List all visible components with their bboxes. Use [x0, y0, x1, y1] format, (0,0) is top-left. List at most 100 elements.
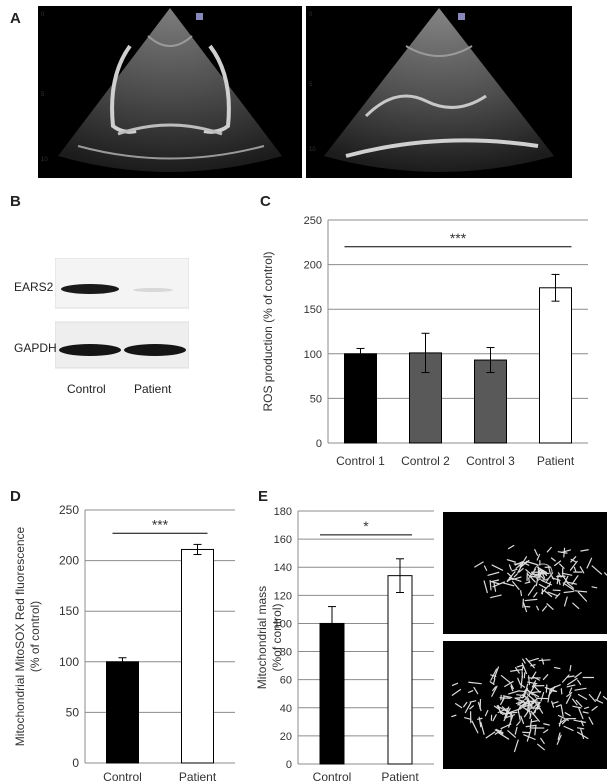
- mitochondrion-segment: [537, 566, 548, 574]
- mitochondrion-segment: [529, 713, 532, 719]
- blot-row-label-gapdh: GAPDH: [14, 341, 57, 355]
- mitochondrion-segment: [530, 720, 538, 723]
- mitochondrion-segment: [570, 558, 576, 563]
- x-category-label: Patient: [537, 454, 575, 468]
- mitochondrion-segment: [542, 605, 548, 612]
- mitochondrion-segment: [550, 557, 556, 562]
- mitochondrion-segment: [506, 571, 516, 582]
- mitochondrion-segment: [502, 695, 513, 699]
- mitochondrion-segment: [531, 698, 539, 706]
- svg-text:5: 5: [41, 92, 45, 98]
- mitochondrion-segment: [497, 705, 503, 715]
- mitochondrion-segment: [551, 700, 555, 708]
- mitochondrion-segment: [562, 582, 575, 591]
- panel-label-d: D: [10, 488, 21, 505]
- mitochondrion-segment: [518, 567, 524, 573]
- bar-control: [106, 661, 139, 764]
- significance-marker: ***: [152, 516, 169, 532]
- mitochondrion-segment: [508, 690, 520, 695]
- mitochondrion-segment: [595, 699, 604, 704]
- mitochondrion-segment: [530, 710, 540, 723]
- mitochondrion-segment: [578, 707, 584, 720]
- mitochondrion-segment: [566, 582, 574, 589]
- mitochondrion-segment: [510, 683, 514, 690]
- mitochondrion-segment: [516, 664, 523, 668]
- mitochondrion-segment: [468, 681, 482, 685]
- mitochondrion-segment: [519, 556, 528, 568]
- mitochondrion-segment: [562, 575, 569, 587]
- mitochondrion-segment: [483, 580, 488, 594]
- svg-text:10: 10: [41, 157, 48, 163]
- mitochondrion-segment: [517, 677, 522, 686]
- mitochondrion-segment: [566, 684, 576, 688]
- mitochondrion-segment: [492, 714, 497, 722]
- mitochondrion-segment: [534, 706, 538, 714]
- mitochondrion-segment: [522, 602, 528, 613]
- mitochondrion-segment: [489, 579, 492, 591]
- mitochondrion-segment: [514, 697, 527, 704]
- mitochondrion-segment: [554, 593, 561, 599]
- y-tick-label: 0: [316, 438, 322, 450]
- y-tick-label: 160: [274, 534, 292, 546]
- mitochondrion-segment: [506, 559, 517, 563]
- mitochondrion-segment: [513, 573, 518, 578]
- mitochondrion-segment: [537, 705, 544, 714]
- mitochondrion-segment: [520, 715, 525, 725]
- ultrasound-image-coronal: 0 5 10: [38, 6, 302, 178]
- bar-patient: [181, 548, 214, 764]
- mitochondrion-segment: [570, 556, 577, 563]
- mitochondrion-segment: [543, 590, 553, 598]
- mitochondrion-segment: [557, 732, 561, 740]
- mitochondrion-segment: [464, 702, 472, 714]
- mitochondrion-segment: [523, 562, 530, 566]
- mitochondrion-segment: [591, 565, 603, 575]
- mitochondrion-segment: [543, 723, 550, 726]
- x-category-label: Control: [313, 770, 352, 784]
- mitochondrion-segment: [508, 576, 522, 582]
- mitochondrion-segment: [552, 701, 559, 704]
- y-tick-label: 180: [274, 506, 292, 518]
- mitochondrion-segment: [468, 690, 474, 694]
- mitochondrion-segment: [546, 603, 554, 610]
- mitochondrion-segment: [514, 561, 524, 566]
- mitochondrion-segment: [500, 723, 512, 730]
- mitochondrion-segment: [492, 581, 506, 588]
- mitochondrion-segment: [510, 668, 523, 672]
- mitochondrion-segment: [499, 697, 511, 699]
- mitochondrion-segment: [493, 666, 499, 680]
- y-tick-label: 100: [59, 655, 79, 669]
- mitochondrion-segment: [500, 674, 512, 684]
- mitochondrion-segment: [574, 590, 588, 593]
- mitochondrion-segment: [580, 728, 585, 740]
- mitochondrion-segment: [490, 594, 502, 599]
- mitochondrion-segment: [553, 666, 561, 670]
- y-axis-label: (%of control): [270, 603, 284, 671]
- mitochondrion-segment: [469, 700, 477, 703]
- mitochondrion-segment: [477, 701, 482, 712]
- blot-column-label-patient: Patient: [134, 382, 172, 396]
- x-category-label: Control 3: [466, 454, 515, 468]
- mitochondrion-segment: [510, 685, 514, 692]
- mitochondrion-segment: [547, 565, 551, 574]
- mitochondrion-segment: [509, 707, 522, 713]
- mitochondrion-segment: [580, 720, 584, 727]
- mitochondrion-segment: [563, 725, 574, 732]
- mitochondrion-segment: [543, 729, 549, 734]
- mitochondrion-segment: [541, 658, 545, 665]
- bar-patient: [539, 287, 572, 444]
- mitochondrion-segment: [527, 657, 539, 663]
- blot-row-label-ears2: EARS2: [14, 280, 54, 294]
- mitochondrion-segment: [542, 571, 547, 575]
- chart-ros-production: 0 50 100 150 200 250 Control 1 Control 2 Control…: [261, 215, 588, 468]
- mitochondrion-segment: [596, 691, 602, 701]
- mitochondrion-segment: [512, 581, 520, 590]
- svg-text:0: 0: [41, 12, 45, 18]
- mitochondrion-segment: [547, 688, 551, 703]
- y-tick-label: 0: [286, 759, 292, 771]
- y-axis-label: (% of control): [28, 601, 42, 672]
- mitochondrion-segment: [534, 725, 537, 736]
- mitochondrion-segment: [478, 716, 482, 728]
- mitochondrion-segment: [517, 709, 521, 721]
- mitochondrion-segment: [483, 565, 488, 571]
- mitochondrion-segment: [550, 684, 561, 690]
